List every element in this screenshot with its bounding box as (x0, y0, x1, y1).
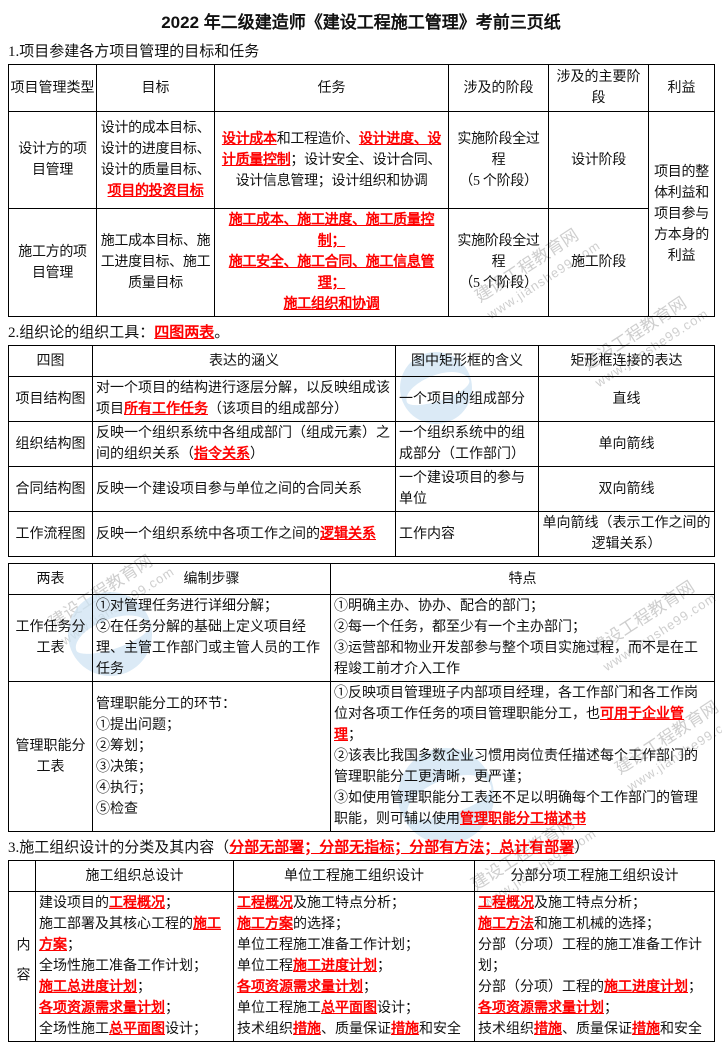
table-row: 合同结构图 反映一个建设项目参与单位之间的合同关系 一个建设项目的参与单位 双向… (8, 466, 715, 512)
col-header-empty (8, 860, 36, 892)
cell-box-meaning: 一个组织系统中的组成部分（工作部门） (395, 421, 539, 467)
cell-management-type: 设计方的项目管理 (8, 111, 97, 209)
col-header: 四图 (8, 345, 93, 377)
col-header: 编制步骤 (92, 563, 331, 595)
cell-chart-name: 项目结构图 (8, 376, 93, 422)
table-header-row: 项目管理类型 目标 任务 涉及的阶段 涉及的主要阶段 利益 (8, 64, 715, 112)
table-row: 设计方的项目管理 设计的成本目标、设计的进度目标、设计的质量目标、项目的投资目标… (8, 111, 715, 317)
cell-task: 施工成本、施工进度、施工质量控制； 施工安全、施工合同、施工信息管理； 施工组织和协… (214, 208, 449, 317)
col-header: 施工组织总设计 (35, 860, 234, 892)
cell-connection: 单向箭线（表示工作之间的逻辑关系） (538, 511, 715, 557)
cell-meaning: 反映一个建设项目参与单位之间的合同关系 (92, 466, 396, 512)
cell-steps: ①对管理任务进行详细分解； ②在任务分解的基础上定义项目经理、主管工作部门或主管人… (92, 594, 331, 682)
page-title: 2022 年二级建造师《建设工程施工管理》考前三页纸 (161, 13, 561, 32)
cell-goal: 施工成本目标、施工进度目标、施工质量目标 (96, 208, 215, 317)
cell-main-stage: 设计阶段 (548, 111, 649, 209)
col-header: 项目管理类型 (8, 64, 97, 112)
table-header-row: 四图 表达的涵义 图中矩形框的含义 矩形框连接的表达 (8, 345, 715, 377)
four-charts-table: 四图 表达的涵义 图中矩形框的含义 矩形框连接的表达 项目结构图 对一个项目的结… (8, 345, 715, 557)
table-row: 施工方的项目管理 施工成本目标、施工进度目标、施工质量目标 施工成本、施工进度、… (8, 208, 715, 317)
col-header: 两表 (8, 563, 93, 595)
table-header-row: 施工组织总设计 单位工程施工组织设计 分部分项工程施工组织设计 (8, 860, 715, 892)
section-2-heading: 2.组织论的组织工具：四图两表。 (8, 325, 230, 341)
construction-org-design-table: 施工组织总设计 单位工程施工组织设计 分部分项工程施工组织设计 内容 建设项目的… (8, 860, 715, 1042)
col-header: 任务 (214, 64, 449, 112)
col-header: 涉及的阶段 (448, 64, 549, 112)
col-header: 分部分项工程施工组织设计 (474, 860, 715, 892)
table-row: 工作任务分工表 ①对管理任务进行详细分解； ②在任务分解的基础上定义项目经理、主管… (8, 594, 715, 682)
col-header: 特点 (330, 563, 715, 595)
table-row: 工作流程图 反映一个组织系统中各项工作之间的逻辑关系 工作内容 单向箭线（表示工… (8, 511, 715, 557)
cell-connection: 直线 (538, 376, 715, 422)
cell-box-meaning: 工作内容 (395, 511, 539, 557)
cell-table-name: 管理职能分工表 (8, 681, 93, 832)
col-header: 表达的涵义 (92, 345, 396, 377)
section-3-heading: 3.施工组织设计的分类及其内容（分部无部署；分部无指标；分部有方法；总计有部署） (8, 840, 590, 856)
cell-main-stage: 施工阶段 (548, 208, 649, 317)
cell-management-type: 施工方的项目管理 (8, 208, 97, 317)
cell-meaning: 反映一个组织系统中各项工作之间的逻辑关系 (92, 511, 396, 557)
cell-task: 设计成本和工程造价、设计进度、设计质量控制；设计安全、设计合同、设计信息管理；设… (214, 111, 449, 209)
cell-chart-name: 合同结构图 (8, 466, 93, 512)
cell-meaning: 对一个项目的结构进行逐层分解，以反映组成该项目所有工作任务（该项目的组成部分） (92, 376, 396, 422)
cell-connection: 双向箭线 (538, 466, 715, 512)
cell-stages: 实施阶段全过程 （5 个阶段） (448, 111, 549, 209)
row-label-content: 内容 (8, 891, 36, 1042)
cell-steps: 管理职能分工的环节： ①提出问题； ②筹划； ③决策； ④执行； ⑤检查 (92, 681, 331, 832)
col-header: 矩形框连接的表达 (538, 345, 715, 377)
section-1-heading: 1.项目参建各方项目管理的目标和任务 (8, 44, 260, 60)
project-management-goals-table: 项目管理类型 目标 任务 涉及的阶段 涉及的主要阶段 利益 设计方的项目管理 设… (8, 64, 715, 317)
col-header: 利益 (648, 64, 715, 112)
cell-general-design: 建设项目的工程概况； 施工部署及其核心工程的施工方案； 全场性施工准备工作计划； 施工… (35, 891, 234, 1042)
col-header: 目标 (96, 64, 215, 112)
cell-stages: 实施阶段全过程 （5 个阶段） (448, 208, 549, 317)
table-header-row: 两表 编制步骤 特点 (8, 563, 715, 595)
cell-box-meaning: 一个建设项目的参与单位 (395, 466, 539, 512)
table-row: 内容 建设项目的工程概况； 施工部署及其核心工程的施工方案； 全场性施工准备工作计划… (8, 891, 715, 1042)
two-tables-table: 两表 编制步骤 特点 工作任务分工表 ①对管理任务进行详细分解； ②在任务分解的基… (8, 563, 715, 832)
cell-goal: 设计的成本目标、设计的进度目标、设计的质量目标、项目的投资目标 (96, 111, 215, 209)
cell-benefit: 项目的整体利益和项目参与方本身的利益 (648, 111, 715, 317)
cell-table-name: 工作任务分工表 (8, 594, 93, 682)
cell-meaning: 反映一个组织系统中各组成部门（组成元素）之间的组织关系（指令关系） (92, 421, 396, 467)
cell-features: ①反映项目管理班子内部项目经理，各工作部门和各工作岗位对各项工作任务的项目管理职… (330, 681, 715, 832)
table-row: 管理职能分工表 管理职能分工的环节： ①提出问题； ②筹划； ③决策； ④执行； ⑤检查 … (8, 681, 715, 832)
cell-chart-name: 组织结构图 (8, 421, 93, 467)
table-row: 组织结构图 反映一个组织系统中各组成部门（组成元素）之间的组织关系（指令关系） … (8, 421, 715, 467)
cell-box-meaning: 一个项目的组成部分 (395, 376, 539, 422)
cell-unit-design: 工程概况及施工特点分析； 施工方案的选择； 单位工程施工准备工作计划； 单位工程施工进… (233, 891, 475, 1042)
cell-connection: 单向箭线 (538, 421, 715, 467)
cell-features: ①明确主办、协办、配合的部门； ②每一个任务，都至少有一个主办部门； ③运营部和物业… (330, 594, 715, 682)
cell-chart-name: 工作流程图 (8, 511, 93, 557)
col-header: 涉及的主要阶段 (548, 64, 649, 112)
col-header: 图中矩形框的含义 (395, 345, 539, 377)
col-header: 单位工程施工组织设计 (233, 860, 475, 892)
table-row: 项目结构图 对一个项目的结构进行逐层分解，以反映组成该项目所有工作任务（该项目的… (8, 376, 715, 422)
cell-sub-design: 工程概况及施工特点分析； 施工方法和施工机械的选择； 分部（分项）工程的施工准备工作… (474, 891, 715, 1042)
